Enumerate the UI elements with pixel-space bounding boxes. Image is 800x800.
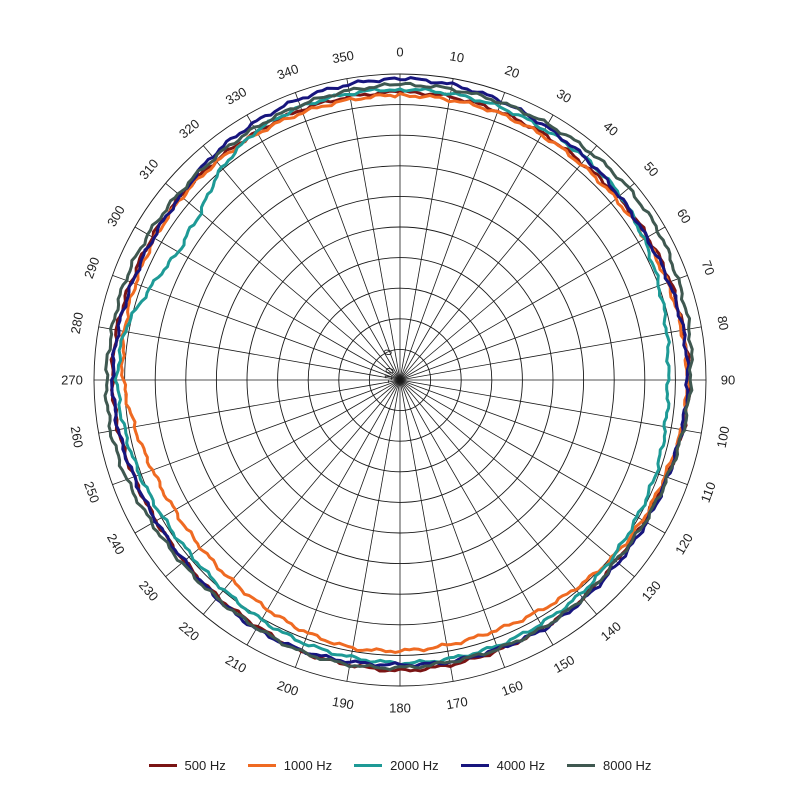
- spoke-line: [134, 379, 401, 534]
- angle-tick-label: 0: [396, 45, 403, 60]
- spoke-line: [399, 183, 635, 381]
- angle-tick-label: 130: [639, 578, 664, 604]
- angle-tick-label: 20: [503, 62, 522, 81]
- spoke-line: [399, 326, 702, 381]
- spoke-line: [399, 379, 635, 577]
- radial-tick-labels: 0 -10: [382, 348, 397, 384]
- angle-tick-label: 250: [81, 479, 103, 505]
- angle-tick-label: 300: [104, 203, 128, 229]
- spoke-line: [134, 226, 401, 381]
- angle-tick-label: 350: [331, 48, 355, 67]
- spoke-line: [246, 379, 401, 646]
- legend-swatch: [460, 764, 489, 767]
- angle-tick-label: 290: [81, 255, 103, 281]
- spoke-line: [346, 78, 401, 381]
- spoke-line: [399, 114, 554, 381]
- angle-tick-label: 60: [674, 206, 694, 226]
- angle-tick-label: 330: [223, 84, 249, 108]
- series-layer: [103, 76, 694, 673]
- angle-tick-label: 150: [551, 652, 577, 676]
- angle-tick-label: 80: [714, 315, 731, 332]
- angle-tick-label: 110: [698, 480, 719, 505]
- polar-spokes: [94, 74, 706, 686]
- angle-tick-label: 30: [554, 86, 574, 106]
- legend-item: 2000 Hz: [354, 758, 439, 773]
- angle-tick-label: 160: [499, 677, 525, 699]
- chart-legend: 500 Hz 1000 Hz 2000 Hz 4000 Hz 8000 Hz: [0, 758, 800, 773]
- spoke-line: [346, 379, 401, 682]
- angle-tick-label: 270: [61, 373, 83, 388]
- angle-tick-label: 260: [68, 425, 87, 449]
- spoke-line: [399, 78, 454, 381]
- angle-tick-label: 70: [699, 258, 718, 277]
- legend-label: 8000 Hz: [603, 758, 652, 773]
- spoke-line: [294, 92, 401, 381]
- spoke-line: [165, 379, 401, 577]
- legend-item: 4000 Hz: [460, 758, 546, 773]
- series-line-8000-hz: [103, 81, 694, 672]
- spoke-line: [203, 145, 401, 381]
- spoke-line: [399, 379, 506, 668]
- spoke-line: [399, 379, 454, 682]
- legend-label: 500 Hz: [184, 758, 226, 773]
- angle-tick-label: 170: [445, 694, 469, 713]
- spoke-line: [399, 92, 506, 381]
- spoke-line: [203, 379, 401, 615]
- angle-tick-label: 310: [136, 156, 161, 182]
- angle-tick-label: 120: [672, 531, 696, 557]
- spoke-line: [399, 226, 666, 381]
- angle-tick-label: 340: [275, 61, 301, 83]
- spoke-line: [165, 183, 401, 381]
- angle-tick-label: 200: [275, 677, 301, 699]
- spoke-line: [399, 379, 554, 646]
- angle-tick-label: 190: [331, 694, 355, 713]
- spoke-line: [399, 379, 688, 486]
- angle-tick-label: 220: [176, 619, 202, 644]
- angle-tick-label: 230: [136, 578, 161, 604]
- angle-tick-label: 40: [600, 118, 621, 139]
- angle-tick-label: 50: [641, 159, 662, 180]
- spoke-line: [98, 326, 401, 381]
- angle-tick-label: 210: [223, 652, 249, 676]
- spoke-line: [399, 379, 666, 534]
- spoke-line: [399, 274, 688, 381]
- angle-tick-label: 280: [68, 311, 87, 335]
- angle-tick-label: 180: [389, 701, 411, 716]
- angle-tick-labels: 0 10 20 30 40 50 60 70 80 90 100 110 120 130 140 150 160…: [61, 45, 735, 716]
- spoke-line: [112, 274, 401, 381]
- spoke-line: [246, 114, 401, 381]
- legend-label: 4000 Hz: [496, 758, 546, 773]
- legend-label: 2000 Hz: [390, 758, 439, 773]
- angle-tick-label: 100: [714, 425, 733, 449]
- legend-item: 1000 Hz: [247, 758, 333, 773]
- spoke-line: [112, 379, 401, 486]
- legend-item: 8000 Hz: [567, 758, 651, 773]
- series-line-4000-hz: [110, 76, 691, 668]
- angle-tick-label: 140: [598, 619, 624, 644]
- spoke-line: [399, 145, 597, 381]
- legend-item: 500 Hz: [148, 758, 226, 773]
- angle-tick-label: 320: [176, 116, 202, 141]
- spoke-line: [294, 379, 401, 668]
- spoke-line: [399, 379, 597, 615]
- spoke-line: [399, 379, 702, 434]
- angle-tick-label: 10: [449, 48, 466, 65]
- legend-swatch: [567, 764, 596, 767]
- radial-tick-label: 0: [382, 348, 395, 356]
- angle-tick-label: 90: [721, 373, 735, 388]
- angle-tick-label: 240: [104, 531, 128, 557]
- legend-swatch: [148, 764, 177, 767]
- legend-swatch: [247, 764, 276, 767]
- legend-label: 1000 Hz: [283, 758, 333, 773]
- legend-swatch: [354, 764, 383, 767]
- spoke-line: [98, 379, 401, 434]
- radial-tick-label: -10: [382, 367, 397, 385]
